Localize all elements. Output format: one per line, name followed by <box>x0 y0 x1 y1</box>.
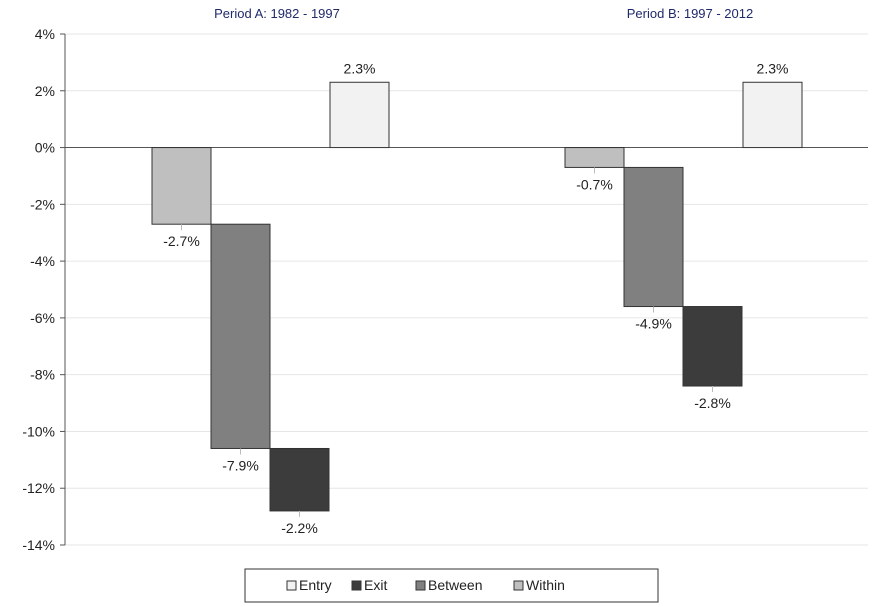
legend-label: Within <box>526 577 565 593</box>
legend: Entry Exit Between Within <box>244 568 659 603</box>
data-label: -2.2% <box>281 520 318 536</box>
y-tick-label: -2% <box>30 196 55 212</box>
bar-entry <box>742 81 803 149</box>
legend-swatch <box>351 580 362 591</box>
data-label: -4.9% <box>635 316 672 332</box>
bar-entry <box>329 81 390 149</box>
legend-swatch <box>513 580 524 591</box>
legend-swatch <box>286 580 297 591</box>
y-tick-label: -10% <box>22 423 55 439</box>
data-label: 2.3% <box>344 60 376 76</box>
y-tick-label: 4% <box>35 26 55 42</box>
data-label: -2.7% <box>163 233 200 249</box>
data-label: 2.3% <box>757 60 789 76</box>
legend-label: Between <box>428 577 482 593</box>
y-tick-label: 2% <box>35 83 55 99</box>
bar-within <box>151 147 212 225</box>
y-tick-label: 0% <box>35 140 55 156</box>
y-axis: 4% 2% 0% -2% -4% -6% -8% -10% -12% -14% <box>22 26 868 553</box>
data-label: -0.7% <box>576 176 613 192</box>
y-tick-label: -6% <box>30 310 55 326</box>
bar-exit <box>269 447 330 512</box>
y-tick-label: -8% <box>30 367 55 383</box>
data-label: -7.9% <box>222 457 259 473</box>
legend-label: Exit <box>364 577 387 593</box>
bar-exit <box>682 306 743 387</box>
period-title: Period B: 1997 - 2012 <box>627 6 753 21</box>
legend-box <box>244 568 659 603</box>
period-titles: Period A: 1982 - 1997 Period B: 1997 - 20… <box>214 6 753 21</box>
y-tick-label: -4% <box>30 253 55 269</box>
legend-label: Entry <box>299 577 332 593</box>
y-tick-label: -12% <box>22 480 55 496</box>
bar-between <box>210 223 271 449</box>
legend-swatch <box>415 580 426 591</box>
data-labels: -2.7% -7.9% -2.2% 2.3% -0.7% -4.9% -2.8% 2.3% <box>163 60 788 536</box>
bars <box>151 81 803 512</box>
bar-between <box>623 166 684 308</box>
y-tick-label: -14% <box>22 537 55 553</box>
data-label: -2.8% <box>694 395 731 411</box>
bar-within <box>564 147 625 168</box>
period-title: Period A: 1982 - 1997 <box>214 6 340 21</box>
